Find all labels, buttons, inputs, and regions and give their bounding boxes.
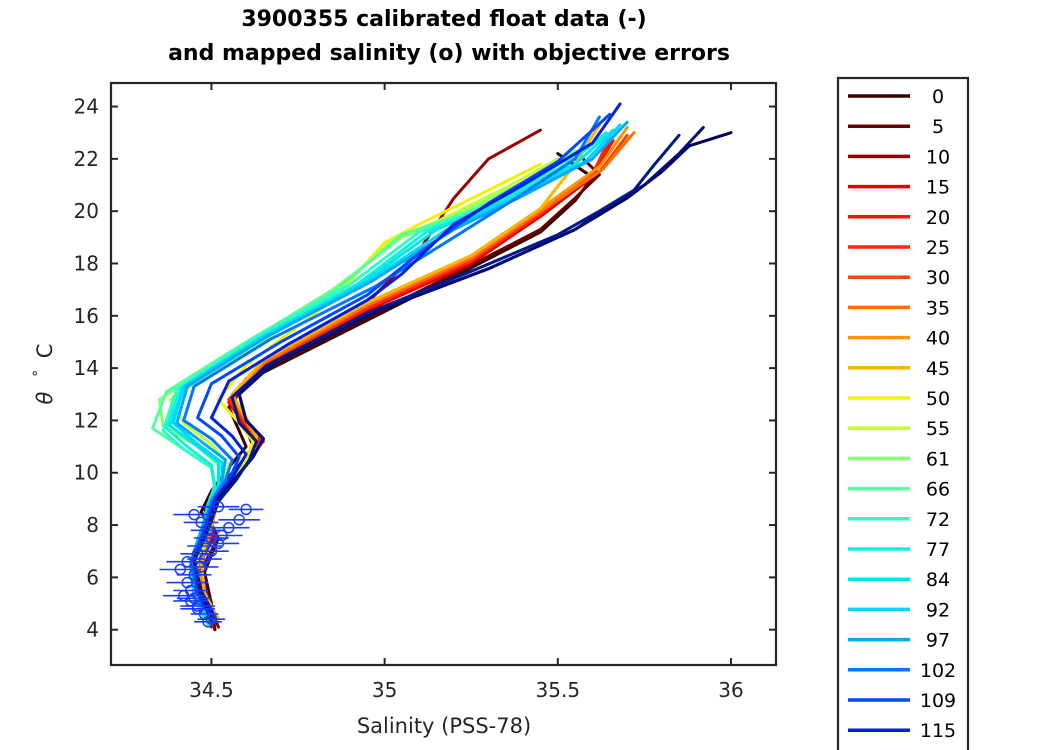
mapped-salinity-marker [177, 589, 190, 602]
y-tick-label: 8 [86, 513, 99, 537]
legend-label: 61 [926, 448, 950, 470]
legend-item-45: 45 [848, 358, 950, 380]
legend-item-15: 15 [848, 177, 950, 199]
svg-text:θ ° C: θ ° C [24, 344, 57, 405]
legend-item-35: 35 [848, 297, 950, 319]
y-tick-label: 14 [74, 356, 99, 380]
y-tick-label: 20 [74, 199, 99, 223]
y-tick-label: 24 [74, 95, 99, 119]
legend-label: 92 [926, 599, 950, 621]
legend-label: 55 [926, 418, 950, 440]
y-axis-ticks: 4 6 8 10 12 14 16 18 20 22 24 [74, 95, 776, 642]
legend-label: 30 [926, 267, 950, 289]
legend-item-40: 40 [848, 328, 950, 350]
legend-item-84: 84 [848, 569, 950, 591]
legend-label: 40 [926, 328, 950, 350]
legend-label: 102 [920, 660, 956, 682]
x-tick-label: 35.5 [536, 678, 581, 702]
legend-label: 10 [926, 146, 950, 168]
plot-area [111, 83, 776, 665]
legend-label: 97 [926, 630, 950, 652]
x-axis-label: Salinity (PSS-78) [357, 714, 531, 738]
chart-title-line1: 3900355 calibrated float data (-) [241, 7, 646, 32]
x-axis-ticks: 34.5 35 35.5 36 [189, 83, 744, 702]
mapped-salinity-marker [233, 514, 245, 526]
legend-label: 5 [932, 116, 944, 138]
legend-item-109: 109 [848, 690, 956, 712]
legend-item-72: 72 [848, 509, 950, 531]
y-tick-label: 6 [86, 565, 99, 589]
legend-label: 15 [926, 177, 950, 199]
y-tick-label: 4 [86, 618, 99, 642]
legend: 0 5 10 15 20 25 30 35 40 45 50 55 61 66 72 77 84 92 97 102 1… [848, 86, 956, 742]
legend-item-97: 97 [848, 630, 950, 652]
legend-label: 109 [920, 690, 956, 712]
legend-item-50: 50 [848, 388, 950, 410]
legend-label: 50 [926, 388, 950, 410]
mapped-salinity-marker [205, 613, 218, 625]
legend-label: 0 [932, 86, 944, 108]
mapped-salinity-marker [181, 555, 193, 568]
y-tick-label: 12 [74, 408, 99, 432]
legend-item-102: 102 [848, 660, 956, 682]
legend-label: 66 [926, 479, 950, 501]
mapped-salinity-marker [212, 500, 225, 513]
x-tick-label: 36 [718, 678, 743, 702]
legend-label: 45 [926, 358, 950, 380]
legend-item-66: 66 [848, 479, 950, 501]
legend-label: 25 [926, 237, 950, 259]
y-axis-label: θ ° C [24, 344, 57, 405]
legend-item-5: 5 [848, 116, 944, 138]
legend-item-77: 77 [848, 539, 950, 561]
y-tick-label: 18 [74, 251, 99, 275]
legend-label: 20 [926, 207, 950, 229]
legend-label: 84 [926, 569, 950, 591]
y-axis-label-symbol: θ [33, 391, 57, 404]
y-tick-label: 10 [74, 461, 99, 485]
mapped-salinity-marker [181, 576, 193, 589]
legend-label: 77 [926, 539, 950, 561]
y-tick-label: 16 [74, 304, 99, 328]
series-layer [151, 102, 733, 632]
legend-item-25: 25 [848, 237, 950, 259]
error-bar-layer [159, 500, 264, 628]
y-axis-label-degree: ° [31, 370, 47, 377]
mapped-salinity-marker [188, 508, 200, 521]
legend-item-92: 92 [848, 599, 950, 621]
mapped-salinity-marker [202, 524, 214, 537]
mapped-salinity-marker [240, 503, 252, 516]
plot-frame [109, 81, 778, 667]
legend-item-61: 61 [848, 448, 950, 470]
legend-label: 115 [920, 720, 956, 742]
x-tick-label: 34.5 [189, 678, 234, 702]
mapped-salinity-marker [195, 516, 207, 529]
legend-item-30: 30 [848, 267, 950, 289]
mapped-salinity-marker [198, 540, 211, 552]
legend-item-10: 10 [848, 146, 950, 168]
x-tick-label: 35 [372, 678, 397, 702]
mapped-salinity-marker [223, 521, 235, 534]
mapped-salinity-marker [174, 563, 187, 576]
chart-title-line2: and mapped salinity (o) with objective e… [168, 41, 730, 66]
y-tick-label: 22 [74, 147, 99, 171]
y-axis-label-unit: C [33, 344, 57, 359]
mapped-salinity-marker [191, 603, 204, 615]
legend-item-20: 20 [848, 207, 950, 229]
legend-label: 72 [926, 509, 950, 531]
legend-item-115: 115 [848, 720, 956, 742]
legend-item-55: 55 [848, 418, 950, 440]
legend-label: 35 [926, 297, 950, 319]
legend-item-0: 0 [848, 86, 944, 108]
mapped-salinity-marker [191, 548, 204, 560]
